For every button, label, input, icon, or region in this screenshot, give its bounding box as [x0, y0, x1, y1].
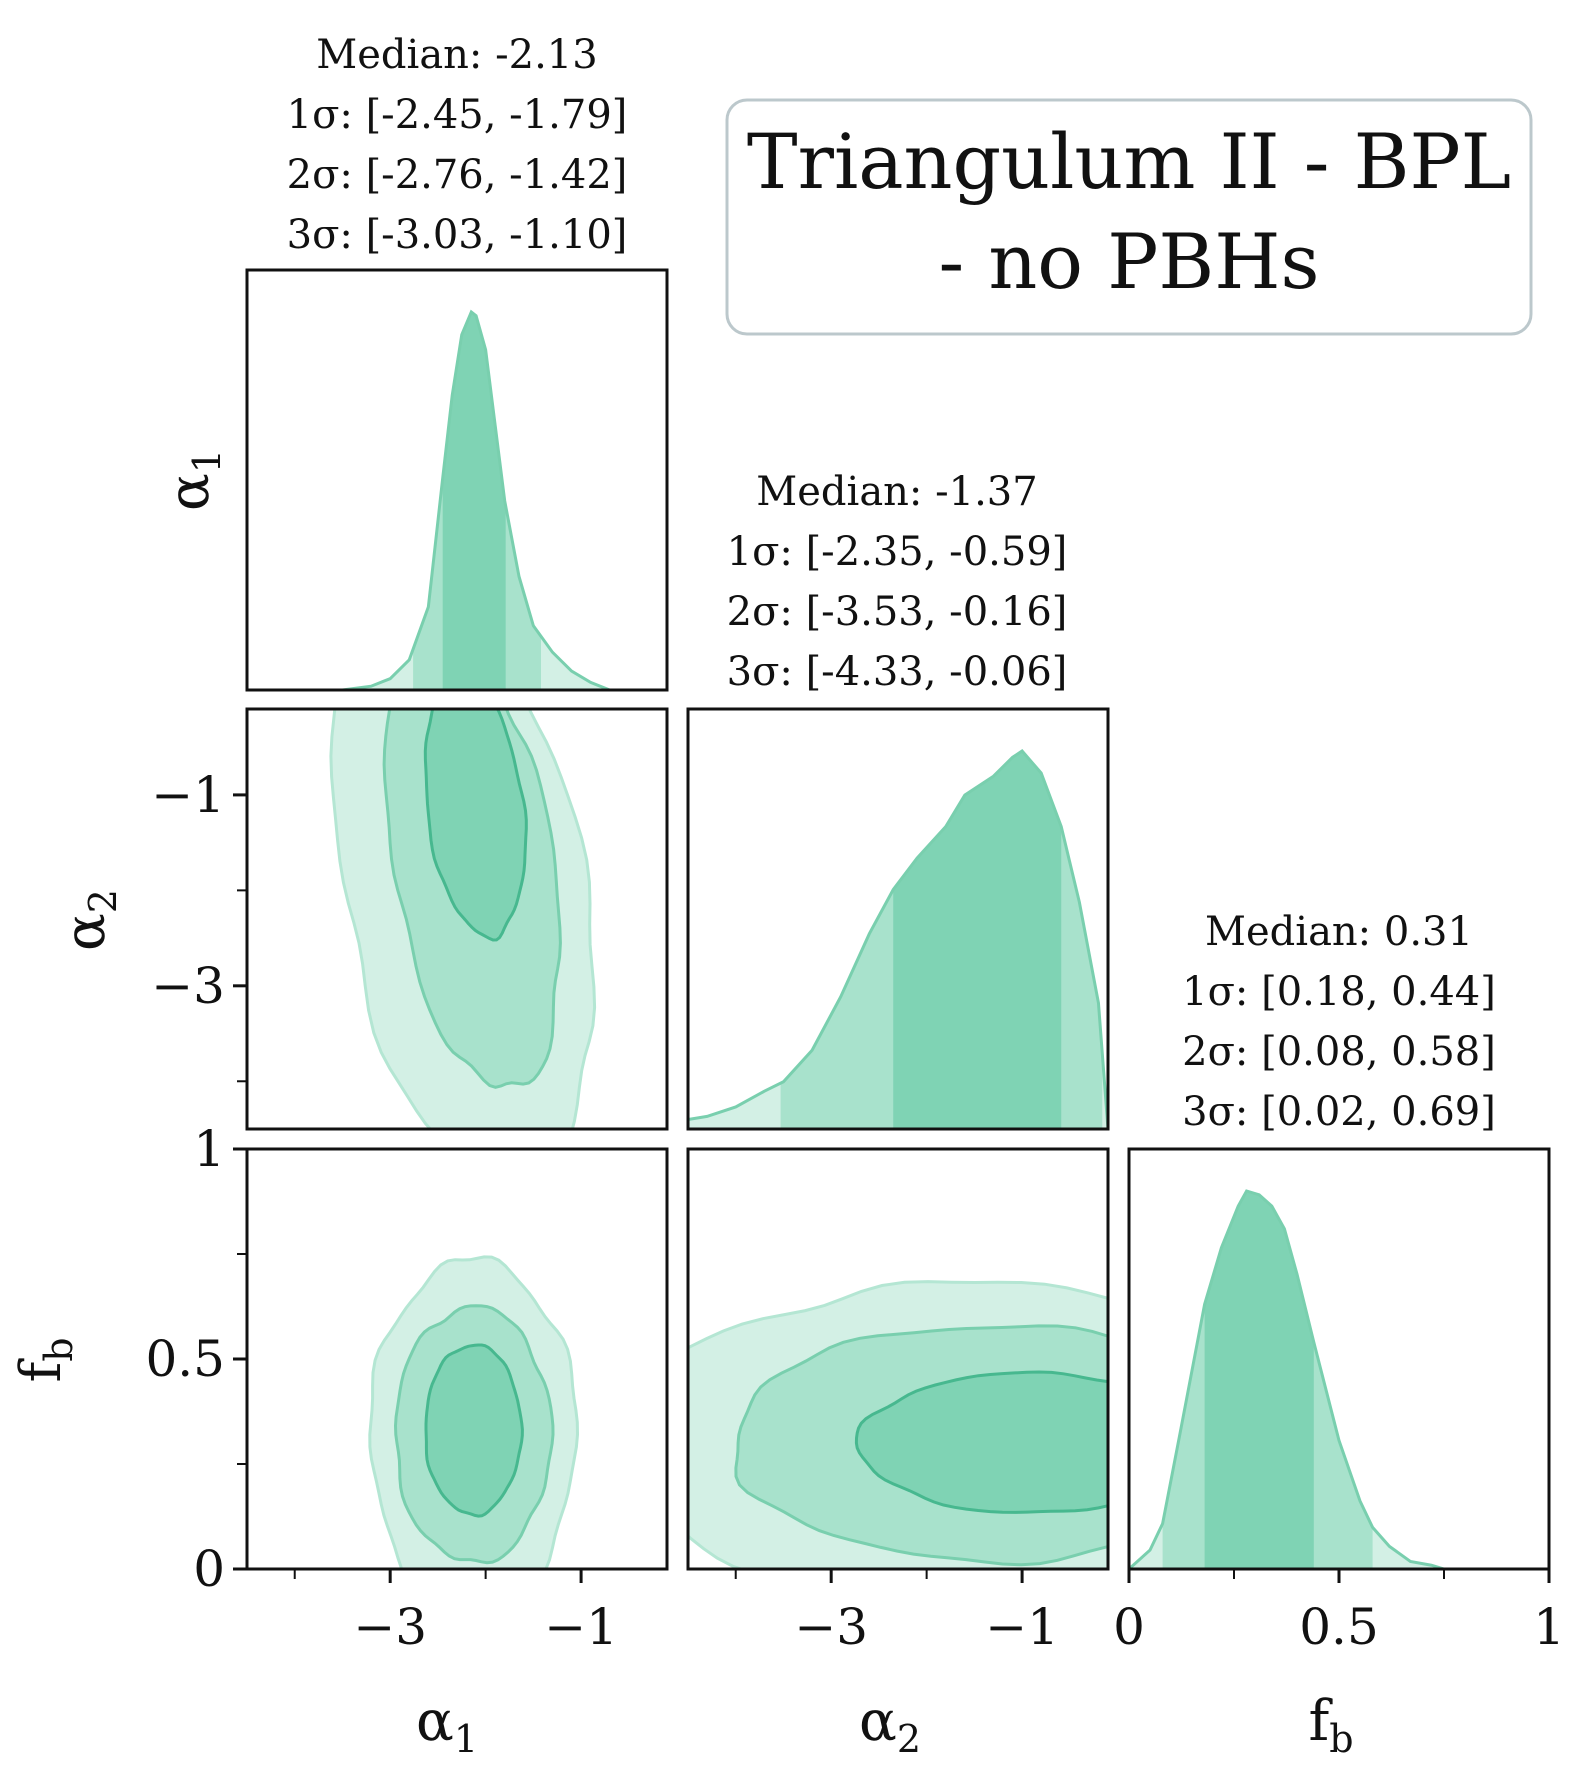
marginal-outline-fb: [1129, 1189, 1445, 1569]
frame-alpha2-fb: [686, 1147, 1110, 1571]
summary-alpha2: Median: -1.37 1σ: [-2.35, -0.59] 2σ: [-3…: [727, 469, 1068, 695]
legend-title-line-2: - no PBHs: [939, 217, 1320, 306]
marginal-bands-fb: [1129, 1189, 1445, 1569]
alpha1-2sigma-label: 2σ: [-2.76, -1.42]: [287, 152, 628, 198]
tick-label-x-alpha2: −1: [985, 1598, 1059, 1656]
marginal-fill-1sigma-alpha2: [893, 751, 1062, 1129]
ticks: −3 −1 −3 −1 0 0.5 1 −1 −3 1 0.5 0: [145, 766, 1564, 1656]
alpha2-3sigma-label: 3σ: [-4.33, -0.06]: [727, 649, 1068, 695]
fb-1sigma-label: 1σ: [0.18, 0.44]: [1182, 969, 1496, 1015]
contour-1sigma-alpha2-fb: [854, 1370, 1108, 1514]
fb-median-label: Median: 0.31: [1205, 909, 1473, 955]
legend-box: [725, 98, 1533, 336]
marginal-fb: [1127, 1147, 1551, 1571]
marginal-alpha1: [245, 268, 669, 692]
y-label-alpha2-symbol: α: [53, 913, 118, 951]
alpha2-2sigma-label: 2σ: [-3.53, -0.16]: [727, 589, 1068, 635]
fb-2sigma-label: 2σ: [0.08, 0.58]: [1182, 1029, 1496, 1075]
panel-alpha2-fb: [686, 1147, 1110, 1571]
y-label-alpha2: α2: [53, 889, 125, 951]
tick-label-y-fb: 0.5: [145, 1330, 225, 1388]
frame-alpha2: [686, 707, 1110, 1131]
contour-1sigma-alpha1-alpha2: [423, 709, 528, 942]
legend: Triangulum II - BPL - no PBHs: [725, 98, 1533, 336]
tick-label-x-fb: 1: [1533, 1598, 1565, 1656]
contours-alpha1-fb: [368, 1255, 580, 1569]
marginal-fill-1sigma-fb: [1204, 1191, 1314, 1569]
x-label-alpha1-sub: 1: [454, 1717, 478, 1761]
contours-alpha1-alpha2: [329, 709, 597, 1129]
alpha1-median-label: Median: -2.13: [316, 32, 597, 78]
frame-alpha1-alpha2: [245, 707, 669, 1131]
panel-alpha1-fb: [245, 1147, 669, 1571]
alpha1-1sigma-label: 1σ: [-2.45, -1.79]: [287, 92, 628, 138]
alpha2-median-label: Median: -1.37: [756, 469, 1037, 515]
summary-alpha1: Median: -2.13 1σ: [-2.45, -1.79] 2σ: [-2…: [287, 32, 628, 258]
x-label-alpha2: α2: [859, 1689, 921, 1761]
frame-alpha1: [245, 268, 669, 692]
marginal-alpha2: [686, 707, 1110, 1131]
marginal-outline-alpha2: [688, 749, 1108, 1129]
x-label-alpha2-sub: 2: [897, 1717, 921, 1761]
y-label-fb-sub: b: [37, 1337, 81, 1361]
y-label-alpha1-sub: 1: [185, 449, 229, 473]
x-label-alpha2-symbol: α: [859, 1689, 897, 1754]
marginal-bands-alpha1: [342, 309, 611, 690]
x-label-fb-sub: b: [1329, 1717, 1353, 1761]
marginal-outline-alpha1: [342, 309, 611, 690]
x-label-alpha1-symbol: α: [416, 1689, 454, 1754]
tick-label-y-alpha2: −1: [151, 766, 225, 824]
y-label-fb: fb: [9, 1337, 81, 1382]
summary-fb: Median: 0.31 1σ: [0.18, 0.44] 2σ: [0.08,…: [1182, 909, 1496, 1135]
y-label-alpha1: α1: [157, 449, 229, 511]
marginal-bands-alpha2: [688, 749, 1108, 1129]
legend-title-line-1: Triangulum II - BPL: [747, 117, 1511, 206]
x-label-alpha1: α1: [416, 1689, 478, 1761]
x-label-fb: fb: [1308, 1689, 1353, 1761]
alpha2-1sigma-label: 1σ: [-2.35, -0.59]: [727, 529, 1068, 575]
tick-label-y-fb: 1: [193, 1120, 225, 1178]
panel-alpha1-alpha2: [245, 707, 669, 1131]
axis-labels: α1 α2 fb α1 α2 fb: [9, 449, 1354, 1761]
tick-label-y-alpha2: −3: [151, 957, 225, 1015]
y-label-alpha1-symbol: α: [157, 473, 222, 511]
marginal-fill-1sigma-alpha1: [442, 312, 506, 690]
alpha1-3sigma-label: 3σ: [-3.03, -1.10]: [287, 212, 628, 258]
tick-label-x-fb: 0.5: [1299, 1598, 1379, 1656]
tick-label-y-fb: 0: [193, 1540, 225, 1598]
y-label-alpha2-sub: 2: [81, 889, 125, 913]
tick-label-x-fb: 0: [1113, 1598, 1145, 1656]
tick-label-x-alpha2: −3: [794, 1598, 868, 1656]
contours-alpha2-fb: [688, 1280, 1108, 1569]
contour-1sigma-alpha1-fb: [424, 1343, 524, 1518]
tick-label-x-alpha1: −1: [544, 1598, 618, 1656]
panels: −3 −1 −3 −1 0 0.5 1 −1 −3 1 0.5 0: [145, 268, 1565, 1656]
tick-label-x-alpha1: −3: [353, 1598, 427, 1656]
fb-3sigma-label: 3σ: [0.02, 0.69]: [1182, 1089, 1496, 1135]
